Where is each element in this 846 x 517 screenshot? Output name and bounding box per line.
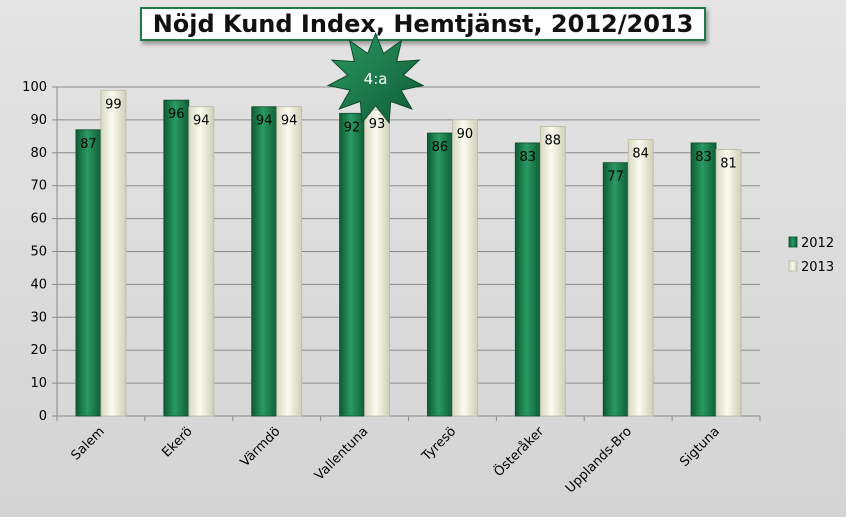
category-label: Tyresö [419,424,460,465]
gridlines [57,86,760,417]
bar-2013-Värmdö [276,106,303,417]
y-tick-label: 10 [30,376,47,391]
data-label: 92 [344,120,361,135]
category-label: Salem [69,424,108,463]
data-label: 81 [720,157,737,172]
annotation-label: 4:a [364,70,388,88]
category-label: Värmdö [238,424,284,470]
category-label: Sigtuna [677,424,723,470]
bar-2012-Vallentuna [339,112,365,417]
bar-2013-Vallentuna [364,109,390,417]
category-label: Vallentuna [312,424,371,483]
bar-2012-Värmdö [251,106,278,417]
bar-2012-Salem [75,129,102,417]
data-label: 83 [695,150,712,165]
axes [52,86,761,421]
data-label: 90 [457,127,474,142]
data-label: 94 [281,114,298,129]
y-tick-label: 0 [39,409,47,424]
y-tick-label: 90 [30,113,47,128]
data-label: 84 [632,147,649,162]
bar-2012-Ekerö [163,99,190,417]
y-tick-label: 20 [30,343,47,358]
bars [75,89,742,417]
y-tick-label: 30 [30,310,47,325]
y-tick-label: 40 [30,277,47,292]
data-label: 83 [520,150,537,165]
chart-title-box: Nöjd Kund Index, Hemtjänst, 2012/2013 [140,7,706,41]
bar-2013-Upplands-Bro [627,139,654,417]
bar-2013-Ekerö [188,106,215,417]
data-label: 93 [369,117,386,132]
legend-swatch-2012 [788,236,798,248]
bar-2013-Österåker [539,126,566,417]
chart-title: Nöjd Kund Index, Hemtjänst, 2012/2013 [152,10,694,38]
category-label: Ekerö [159,424,195,460]
bar-2013-Sigtuna [715,149,742,417]
bar-2013-Salem [100,89,127,417]
y-tick-label: 50 [30,245,47,260]
y-tick-label: 80 [30,146,47,161]
data-label: 88 [545,133,562,148]
annotation-star [326,32,425,125]
y-tick-label: 60 [30,212,47,227]
category-label: Österåker [490,422,548,480]
annotation: 4:a [326,32,425,125]
data-label: 96 [168,107,185,122]
data-label: 86 [432,140,449,155]
bar-2012-Upplands-Bro [602,162,629,417]
y-tick-label: 100 [22,80,47,95]
data-label: 87 [80,137,97,152]
bar-2013-Tyresö [452,119,478,417]
bar-2012-Tyresö [427,132,453,417]
legend-swatch-2013 [788,260,798,272]
legend-label-2013: 2013 [801,260,834,275]
y-tick-label: 70 [30,179,47,194]
category-label: Upplands-Bro [563,424,635,496]
data-label: 77 [607,170,624,185]
legend-label-2012: 2012 [801,236,834,251]
data-label: 94 [256,114,273,129]
data-label: 94 [193,114,210,129]
legend: 2012 2013 [788,236,834,275]
bar-2012-Österåker [514,142,541,417]
data-label: 99 [105,97,122,112]
bar-2012-Sigtuna [690,142,717,417]
